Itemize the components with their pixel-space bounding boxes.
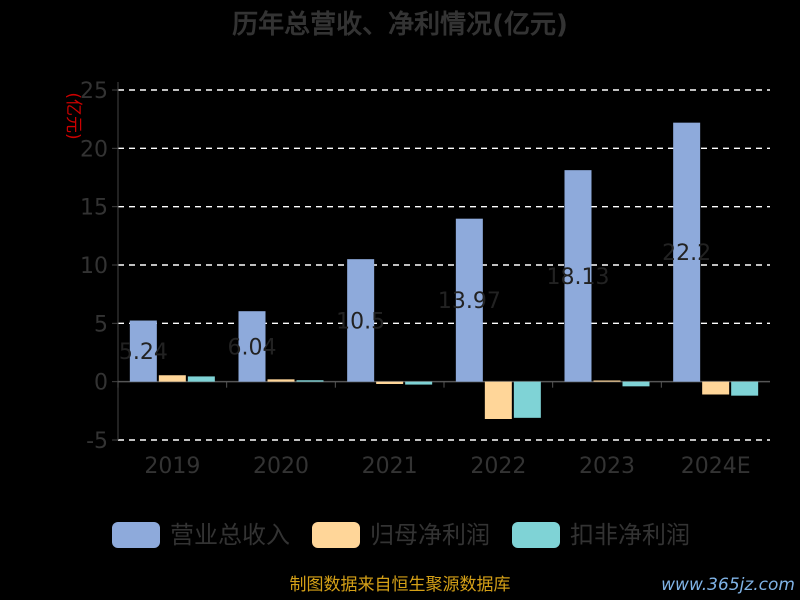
bar-series-2-2019 (187, 376, 215, 382)
x-tick-label: 2020 (253, 454, 309, 479)
legend-label: 扣非净利润 (570, 521, 690, 549)
bar-series-0-2024E (673, 122, 701, 382)
y-tick-label: 25 (80, 79, 108, 104)
data-label: 22.2 (662, 241, 711, 266)
bar-series-0-2019 (129, 320, 157, 382)
legend-swatch (312, 522, 360, 548)
legend-label: 营业总收入 (170, 521, 290, 549)
bars (129, 122, 759, 419)
bar-series-2-2020 (296, 380, 324, 382)
bar-series-2-2023 (622, 381, 650, 387)
x-tick-label: 2023 (579, 454, 635, 479)
y-tick-label: 0 (94, 371, 108, 396)
source-note: 制图数据来自恒生聚源数据库 (290, 575, 511, 595)
watermark: www.365jz.com (661, 575, 795, 595)
x-tick-label: 2022 (470, 454, 526, 479)
bar-series-2-2021 (405, 381, 433, 385)
x-tick-label: 2021 (362, 454, 418, 479)
x-axis: 2019 2020 2021 2022 2023 2024E (117, 380, 770, 479)
data-label: 18.13 (547, 265, 610, 290)
data-label: 5.24 (119, 340, 168, 365)
y-axis-ticks: -5 0 5 10 15 20 25 (80, 79, 119, 454)
legend-item-2[interactable]: 扣非净利润 (512, 521, 690, 549)
legend-swatch (112, 522, 160, 548)
bar-series-2-2024E (731, 381, 759, 396)
legend-item-1[interactable]: 归母净利润 (312, 521, 490, 549)
bar-series-1-2021 (376, 381, 404, 384)
bar-series-2-2022 (513, 381, 541, 418)
y-tick-label: 10 (80, 254, 108, 279)
data-label: 10.5 (336, 309, 385, 334)
y-tick-label: 5 (94, 312, 108, 337)
y-tick-label: -5 (86, 429, 108, 454)
bar-series-1-2024E (702, 381, 730, 395)
y-axis-unit: (亿元) (63, 92, 83, 139)
data-label: 6.04 (228, 335, 277, 360)
grid-lines (118, 89, 770, 441)
bar-series-1-2023 (593, 380, 621, 382)
legend-swatch (512, 522, 560, 548)
data-label: 13.97 (438, 289, 501, 314)
bar-series-1-2020 (267, 379, 295, 382)
x-tick-label: 2019 (144, 454, 200, 479)
chart-title: 历年总营收、净利情况(亿元) (232, 9, 568, 40)
bar-series-0-2023 (564, 170, 592, 382)
bar-series-0-2022 (455, 218, 483, 382)
x-tick-label: 2024E (681, 454, 751, 479)
bar-series-0-2020 (238, 311, 266, 382)
bar-series-1-2019 (158, 375, 186, 382)
bar-series-0-2021 (347, 259, 375, 382)
y-tick-label: 15 (80, 196, 108, 221)
legend-item-0[interactable]: 营业总收入 (112, 521, 290, 549)
data-labels: 5.24 6.04 10.5 13.97 18.13 22.2 (119, 241, 711, 365)
bar-series-1-2022 (484, 381, 512, 419)
legend-label: 归母净利润 (370, 521, 490, 549)
legend: 营业总收入 归母净利润 扣非净利润 (112, 521, 690, 549)
y-tick-label: 20 (80, 137, 108, 162)
